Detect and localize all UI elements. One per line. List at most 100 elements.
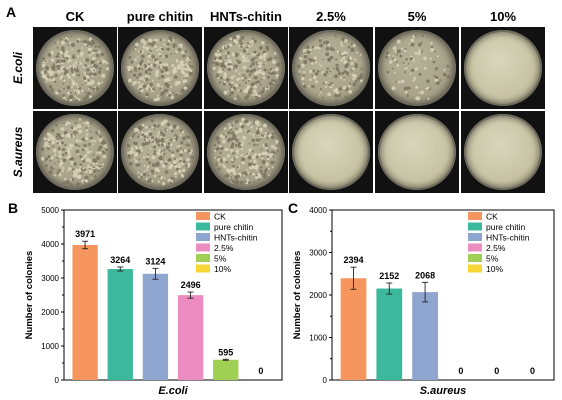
colony-dot — [140, 173, 144, 176]
colony-dot — [82, 167, 85, 170]
colony-dot — [146, 165, 150, 168]
colony-dot — [219, 159, 223, 163]
colony-dot — [240, 147, 244, 151]
colony-dot — [231, 136, 236, 141]
colony-dot — [242, 44, 245, 47]
colony-dot — [87, 41, 92, 46]
colony-dot — [58, 169, 61, 172]
colony-dot — [159, 38, 163, 42]
colony-dot — [272, 161, 275, 164]
legend-label: 5% — [214, 254, 227, 264]
colony-dot — [273, 146, 277, 150]
colony-dot — [97, 166, 101, 170]
legend-label: CK — [214, 212, 226, 222]
colony-dot — [161, 144, 164, 147]
colony-dot — [156, 134, 160, 138]
colony-dot — [135, 70, 138, 73]
colony-dot — [403, 67, 406, 70]
colony-dot — [228, 125, 232, 130]
colony-dot — [180, 60, 184, 64]
colony-dot — [257, 61, 260, 65]
colony-dot — [234, 143, 238, 147]
colony-dot — [303, 85, 307, 89]
colony-dot — [83, 42, 87, 46]
colony-dot — [436, 55, 440, 58]
colony-dot — [82, 122, 85, 124]
colony-dot — [223, 90, 228, 95]
colony-dot — [96, 151, 99, 154]
colony-dot — [154, 140, 156, 143]
plate-column-header: 2.5% — [316, 9, 346, 24]
colony-dot — [69, 143, 74, 148]
colony-dot — [72, 63, 75, 66]
colony-dot — [260, 166, 263, 169]
colony-dot — [167, 47, 171, 51]
colony-dot — [223, 80, 227, 84]
colony-dot — [153, 174, 157, 178]
colony-dot — [143, 164, 146, 167]
colony-dot — [250, 125, 253, 129]
colony-dot — [46, 132, 51, 136]
colony-dot — [224, 147, 228, 152]
colony-dot — [259, 123, 262, 126]
colony-dot — [98, 51, 101, 54]
colony-dot — [88, 51, 91, 54]
colony-dot — [261, 156, 264, 160]
colony-dot — [164, 54, 169, 59]
petri-dish-photo — [33, 27, 117, 109]
colony-dot — [163, 149, 166, 152]
colony-dot — [239, 123, 242, 127]
colony-dot — [155, 70, 160, 74]
bacterial-colonies — [213, 117, 280, 186]
colony-dot — [69, 98, 72, 102]
colony-dot — [231, 124, 234, 127]
colony-dot — [61, 169, 65, 173]
colony-dot — [184, 73, 189, 78]
colony-dot — [94, 49, 98, 53]
colony-dot — [139, 50, 143, 53]
colony-dot — [230, 86, 233, 89]
colony-dot — [97, 81, 101, 86]
colony-dot — [174, 93, 179, 97]
colony-dot — [332, 84, 335, 87]
colony-dot — [137, 171, 140, 174]
y-tick-label: 5000 — [41, 206, 59, 215]
colony-dot — [141, 131, 144, 134]
colony-dot — [73, 168, 76, 171]
colony-dot — [84, 170, 88, 173]
colony-dot — [156, 97, 160, 101]
colony-dot — [227, 59, 231, 63]
colony-dot — [237, 89, 241, 92]
colony-dot — [339, 76, 343, 80]
colony-dot — [171, 151, 174, 154]
colony-dot — [89, 95, 93, 99]
colony-dot — [272, 59, 276, 64]
colony-dot — [87, 163, 90, 166]
colony-dot — [225, 78, 230, 82]
colony-dot — [63, 53, 68, 58]
colony-dot — [344, 95, 348, 99]
colony-dot — [232, 152, 235, 155]
colony-dot — [84, 154, 88, 158]
colony-dot — [61, 134, 65, 138]
colony-dot — [311, 74, 314, 77]
colony-dot — [51, 75, 53, 78]
colony-dot — [218, 81, 222, 84]
colony-dot — [392, 46, 397, 51]
colony-dot — [257, 174, 262, 179]
colony-dot — [181, 88, 184, 92]
colony-dot — [230, 76, 234, 80]
colony-dot — [44, 65, 48, 69]
colony-dot — [88, 159, 92, 163]
colony-dot — [237, 38, 240, 41]
colony-dot — [53, 174, 56, 177]
plate-column-header: 10% — [489, 9, 517, 24]
colony-dot — [354, 64, 359, 68]
colony-dot — [242, 73, 245, 76]
colony-dot — [312, 59, 316, 62]
colony-dot — [266, 148, 269, 151]
colony-dot — [228, 88, 231, 91]
colony-dot — [247, 171, 250, 174]
colony-dot — [47, 145, 51, 148]
colony-dot — [102, 163, 105, 166]
